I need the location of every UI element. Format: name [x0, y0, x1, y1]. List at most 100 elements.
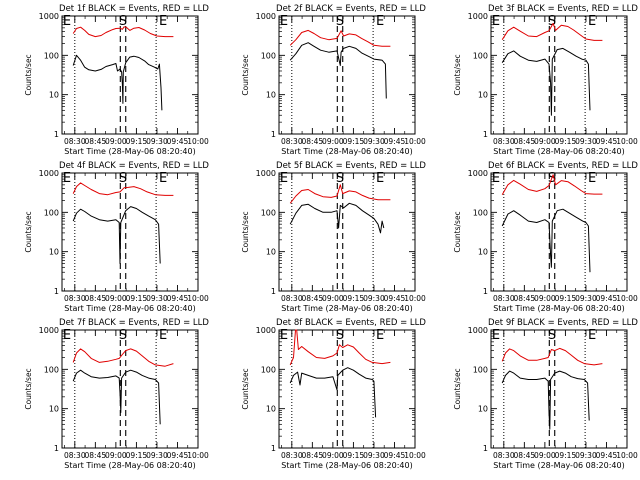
x-tick-label: 08:45: [302, 137, 324, 146]
x-tick-label: 09:00: [534, 294, 556, 303]
lld-series-line: [289, 184, 391, 204]
lld-series-line: [72, 182, 174, 196]
y-axis-label: Counts/sec: [24, 368, 33, 409]
saa-marker-label: S: [336, 171, 344, 186]
x-tick-label: 09:30: [146, 137, 168, 146]
eclipse-marker-label: E: [492, 328, 500, 343]
lld-series-line: [501, 22, 603, 41]
x-tick-label: 09:00: [105, 451, 127, 460]
x-axis-label: Start Time (28-May-06 08:20:40): [281, 147, 412, 156]
y-axis-label: Counts/sec: [24, 211, 33, 252]
x-tick-label: 09:15: [126, 294, 148, 303]
y-tick-label: 10: [49, 405, 59, 414]
x-tick-label: 08:30: [493, 451, 515, 460]
y-tick-label: 100: [261, 51, 276, 60]
saa-marker-label: S: [548, 328, 556, 343]
eclipse-marker-label: E: [492, 171, 500, 186]
x-tick-label: 10:00: [404, 137, 426, 146]
panel-title: Det 9f BLACK = Events, RED = LLD: [488, 318, 638, 328]
y-tick-label: 1000: [39, 326, 59, 335]
events-series-line: [72, 54, 163, 111]
lld-series-line: [289, 329, 391, 366]
x-tick-label: 08:45: [302, 451, 324, 460]
plot-frame: [490, 15, 628, 135]
x-tick-label: 09:45: [167, 451, 189, 460]
y-axis-label: Counts/sec: [241, 368, 250, 409]
events-series-line: [289, 367, 377, 418]
x-tick-label: 10:00: [404, 294, 426, 303]
y-tick-label: 1: [483, 287, 488, 296]
saa-marker-label: S: [336, 328, 344, 343]
y-tick-label: 10: [266, 405, 276, 414]
eclipse-marker-label: E: [63, 328, 71, 343]
plot-frame: [61, 15, 199, 135]
events-series-line: [289, 202, 385, 234]
x-tick-label: 08:45: [85, 451, 107, 460]
y-tick-label: 10: [49, 91, 59, 100]
panel-title: Det 5f BLACK = Events, RED = LLD: [276, 161, 426, 171]
x-tick-label: 08:45: [85, 294, 107, 303]
panel-det6: Det 6f BLACK = Events, RED = LLD 1 10 100 10…: [453, 161, 638, 313]
y-tick-label: 100: [473, 365, 488, 374]
events-series-line: [289, 42, 387, 99]
x-axis-label: Start Time (28-May-06 08:20:40): [493, 304, 624, 313]
x-axis-label: Start Time (28-May-06 08:20:40): [64, 147, 195, 156]
eclipse-marker-label: E: [376, 328, 384, 343]
x-tick-label: 09:45: [384, 294, 406, 303]
y-tick-label: 1: [54, 444, 59, 453]
eclipse-marker-label: E: [63, 14, 71, 29]
y-tick-label: 1: [483, 130, 488, 139]
eclipse-marker-label: E: [280, 14, 288, 29]
x-tick-label: 10:00: [187, 137, 209, 146]
x-tick-label: 08:30: [493, 294, 515, 303]
x-tick-label: 08:45: [514, 294, 536, 303]
lld-series-line: [72, 348, 174, 367]
panel-title: Det 6f BLACK = Events, RED = LLD: [488, 161, 638, 171]
x-tick-label: 09:15: [126, 451, 148, 460]
eclipse-marker-label: E: [159, 328, 167, 343]
eclipse-marker-label: E: [588, 14, 596, 29]
x-tick-label: 09:00: [105, 137, 127, 146]
panel-title: Det 2f BLACK = Events, RED = LLD: [276, 4, 426, 14]
saa-marker-label: S: [336, 14, 344, 29]
y-tick-label: 100: [44, 51, 59, 60]
x-tick-label: 08:30: [64, 451, 86, 460]
x-tick-label: 09:15: [343, 294, 365, 303]
eclipse-marker-label: E: [280, 171, 288, 186]
panel-title: Det 8f BLACK = Events, RED = LLD: [276, 318, 426, 328]
x-tick-label: 08:30: [281, 294, 303, 303]
y-tick-label: 1000: [256, 12, 276, 21]
eclipse-marker-label: E: [159, 171, 167, 186]
x-tick-label: 09:00: [534, 137, 556, 146]
events-series-line: [501, 370, 590, 430]
events-series-line: [72, 369, 161, 425]
plot-frame: [61, 329, 199, 449]
x-tick-label: 08:45: [302, 294, 324, 303]
plot-frame: [61, 172, 199, 292]
x-tick-label: 08:45: [514, 451, 536, 460]
eclipse-marker-label: E: [63, 171, 71, 186]
panel-det2: Det 2f BLACK = Events, RED = LLD 1 10 100 10…: [241, 4, 426, 156]
y-tick-label: 1000: [39, 169, 59, 178]
lld-series-line: [72, 26, 174, 38]
x-tick-label: 09:30: [575, 137, 597, 146]
y-tick-label: 100: [261, 365, 276, 374]
lld-series-line: [289, 29, 391, 47]
panel-det7: Det 7f BLACK = Events, RED = LLD 1 10 100 10…: [24, 318, 209, 470]
x-tick-label: 09:30: [146, 451, 168, 460]
events-series-line: [72, 206, 161, 264]
x-axis-label: Start Time (28-May-06 08:20:40): [493, 461, 624, 470]
y-tick-label: 10: [478, 91, 488, 100]
y-axis-label: Counts/sec: [453, 54, 462, 95]
eclipse-marker-label: E: [159, 14, 167, 29]
x-tick-label: 09:30: [575, 451, 597, 460]
y-tick-label: 1: [271, 287, 276, 296]
panel-det1: Det 1f BLACK = Events, RED = LLD 1 10 100 10…: [24, 4, 209, 156]
x-tick-label: 09:00: [534, 451, 556, 460]
x-tick-label: 08:30: [493, 137, 515, 146]
y-axis-label: Counts/sec: [453, 211, 462, 252]
x-tick-label: 10:00: [187, 294, 209, 303]
y-tick-label: 1000: [256, 169, 276, 178]
x-tick-label: 09:45: [167, 137, 189, 146]
